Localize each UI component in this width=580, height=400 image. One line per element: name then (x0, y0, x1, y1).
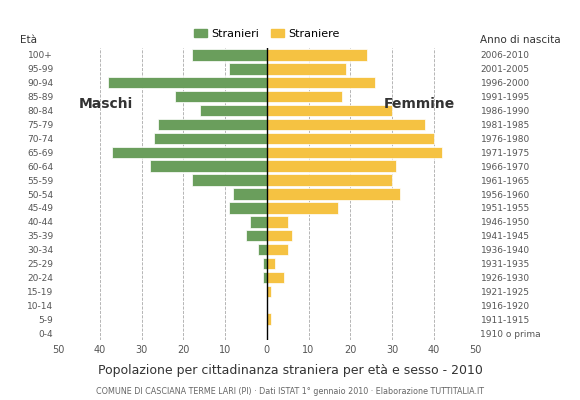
Bar (267, 91, 342, 102)
Bar (267, 314, 271, 325)
Bar (200, 105, 267, 116)
Bar (267, 105, 392, 116)
Bar (267, 133, 434, 144)
Text: COMUNE DI CASCIANA TERME LARI (PI) · Dati ISTAT 1° gennaio 2010 · Elaborazione T: COMUNE DI CASCIANA TERME LARI (PI) · Dat… (96, 387, 484, 396)
Bar (229, 63, 267, 74)
Bar (259, 244, 267, 255)
Bar (267, 244, 288, 255)
Bar (246, 230, 267, 242)
Bar (150, 160, 267, 172)
Text: Età: Età (20, 35, 38, 45)
Bar (267, 119, 426, 130)
Bar (191, 174, 267, 186)
Bar (267, 202, 338, 214)
Bar (113, 146, 267, 158)
Bar (250, 216, 267, 228)
Text: Femmine: Femmine (383, 97, 455, 111)
Bar (191, 49, 267, 61)
Bar (267, 272, 284, 283)
Bar (267, 286, 271, 297)
Bar (175, 91, 267, 102)
Bar (263, 272, 267, 283)
Bar (267, 77, 375, 88)
Bar (267, 146, 442, 158)
Bar (267, 160, 396, 172)
Bar (267, 63, 346, 74)
Bar (229, 202, 267, 214)
Text: Anno di nascita: Anno di nascita (480, 35, 560, 45)
Bar (154, 133, 267, 144)
Bar (267, 49, 367, 61)
Text: Popolazione per cittadinanza straniera per età e sesso - 2010: Popolazione per cittadinanza straniera p… (97, 364, 483, 377)
Text: Maschi: Maschi (79, 97, 133, 111)
Bar (267, 258, 275, 269)
Bar (267, 188, 400, 200)
Bar (267, 174, 392, 186)
Bar (263, 258, 267, 269)
Bar (233, 188, 267, 200)
Bar (158, 119, 267, 130)
Bar (267, 230, 292, 242)
Bar (267, 216, 288, 228)
Bar (108, 77, 267, 88)
Legend: Stranieri, Straniere: Stranieri, Straniere (190, 24, 344, 43)
